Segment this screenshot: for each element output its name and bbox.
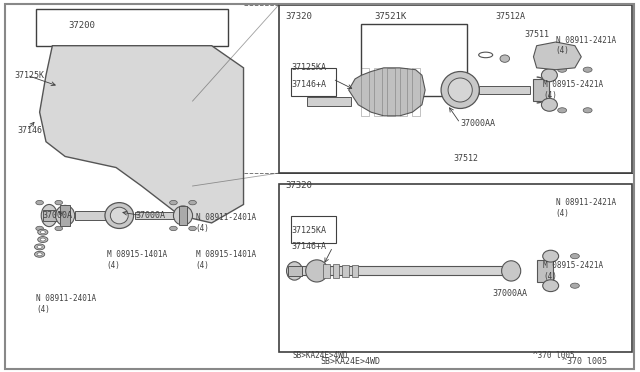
Circle shape (38, 229, 48, 235)
Text: M 08915-2421A
(4): M 08915-2421A (4) (543, 261, 603, 280)
Text: 37000A: 37000A (135, 211, 165, 220)
Ellipse shape (105, 203, 134, 228)
Ellipse shape (448, 78, 472, 102)
Circle shape (170, 226, 177, 231)
Polygon shape (349, 68, 425, 116)
Circle shape (35, 251, 45, 257)
Text: 37200: 37200 (68, 21, 95, 30)
Circle shape (189, 226, 196, 231)
Bar (278, 5, 632, 173)
Text: M 08915-1401A
(4): M 08915-1401A (4) (106, 250, 166, 270)
Circle shape (38, 237, 48, 243)
Bar (60, 205, 70, 226)
Text: N 08911-2421A
(4): N 08911-2421A (4) (556, 198, 616, 218)
Bar (387, 68, 394, 116)
Ellipse shape (502, 261, 521, 281)
Ellipse shape (541, 98, 557, 111)
Bar (301, 266, 505, 275)
Bar (534, 79, 549, 101)
Circle shape (37, 246, 42, 248)
Ellipse shape (287, 262, 303, 280)
Text: 37521K: 37521K (374, 12, 406, 21)
Text: 37125K: 37125K (14, 71, 44, 80)
Circle shape (189, 201, 196, 205)
Circle shape (55, 226, 63, 231)
Ellipse shape (56, 205, 75, 226)
Text: N 08911-2421A
(4): N 08911-2421A (4) (556, 36, 616, 55)
Bar (362, 23, 467, 96)
Text: 37000AA: 37000AA (460, 119, 495, 128)
Text: M 08915-1401A
(4): M 08915-1401A (4) (196, 250, 256, 270)
Text: ^370 l005: ^370 l005 (533, 351, 575, 360)
Text: 37146: 37146 (17, 126, 42, 135)
Circle shape (545, 283, 554, 288)
Text: 37512: 37512 (454, 154, 479, 163)
Text: 37320: 37320 (285, 182, 312, 190)
Bar (333, 264, 339, 278)
Ellipse shape (173, 206, 193, 225)
Text: 37000A: 37000A (43, 211, 73, 220)
Bar (342, 264, 349, 277)
Text: 37320: 37320 (285, 12, 312, 21)
Bar (412, 68, 420, 116)
Bar (43, 210, 59, 221)
Bar (323, 263, 330, 278)
Circle shape (35, 244, 45, 250)
Text: N 08911-2401A
(4): N 08911-2401A (4) (196, 213, 256, 232)
Ellipse shape (306, 260, 328, 282)
Ellipse shape (543, 250, 559, 262)
Polygon shape (534, 42, 581, 70)
Bar (362, 68, 369, 116)
Bar (399, 68, 407, 116)
Text: 37146+A: 37146+A (291, 80, 326, 89)
Bar (179, 206, 188, 225)
Text: M 08915-2421A
(4): M 08915-2421A (4) (543, 80, 603, 100)
Bar (288, 266, 302, 276)
Ellipse shape (110, 207, 128, 224)
Text: N 08911-2401A
(4): N 08911-2401A (4) (36, 295, 97, 314)
Bar (307, 97, 351, 106)
Bar (135, 212, 180, 219)
Circle shape (583, 108, 592, 113)
Ellipse shape (441, 71, 479, 109)
Text: 37512A: 37512A (495, 12, 525, 21)
Ellipse shape (500, 55, 509, 62)
Circle shape (557, 67, 566, 72)
Circle shape (36, 226, 44, 231)
Circle shape (570, 254, 579, 259)
Bar (291, 68, 336, 96)
Ellipse shape (541, 69, 557, 82)
Circle shape (55, 201, 63, 205)
Text: ^370 l005: ^370 l005 (562, 357, 607, 366)
Circle shape (545, 254, 554, 259)
Bar (291, 215, 336, 243)
Text: 37146+A: 37146+A (291, 243, 326, 251)
Bar (278, 184, 632, 352)
Text: 37125KA: 37125KA (291, 63, 326, 72)
Polygon shape (40, 46, 244, 223)
Circle shape (170, 201, 177, 205)
Circle shape (557, 108, 566, 113)
Bar (75, 211, 113, 220)
Ellipse shape (41, 205, 57, 227)
Circle shape (37, 253, 42, 256)
Bar (537, 260, 552, 282)
Circle shape (40, 231, 45, 234)
Text: 37000AA: 37000AA (492, 289, 527, 298)
Circle shape (36, 201, 44, 205)
Text: 37511: 37511 (524, 30, 549, 39)
Circle shape (570, 283, 579, 288)
Bar (374, 68, 382, 116)
Circle shape (40, 238, 45, 241)
Text: SB>KA24E>4WD: SB>KA24E>4WD (292, 351, 348, 360)
Ellipse shape (543, 280, 559, 292)
Bar (479, 86, 531, 94)
Bar (352, 265, 358, 277)
Circle shape (583, 67, 592, 72)
Bar (36, 9, 228, 46)
Text: 37125KA: 37125KA (291, 226, 326, 235)
Text: SB>KA24E>4WD: SB>KA24E>4WD (320, 357, 380, 366)
